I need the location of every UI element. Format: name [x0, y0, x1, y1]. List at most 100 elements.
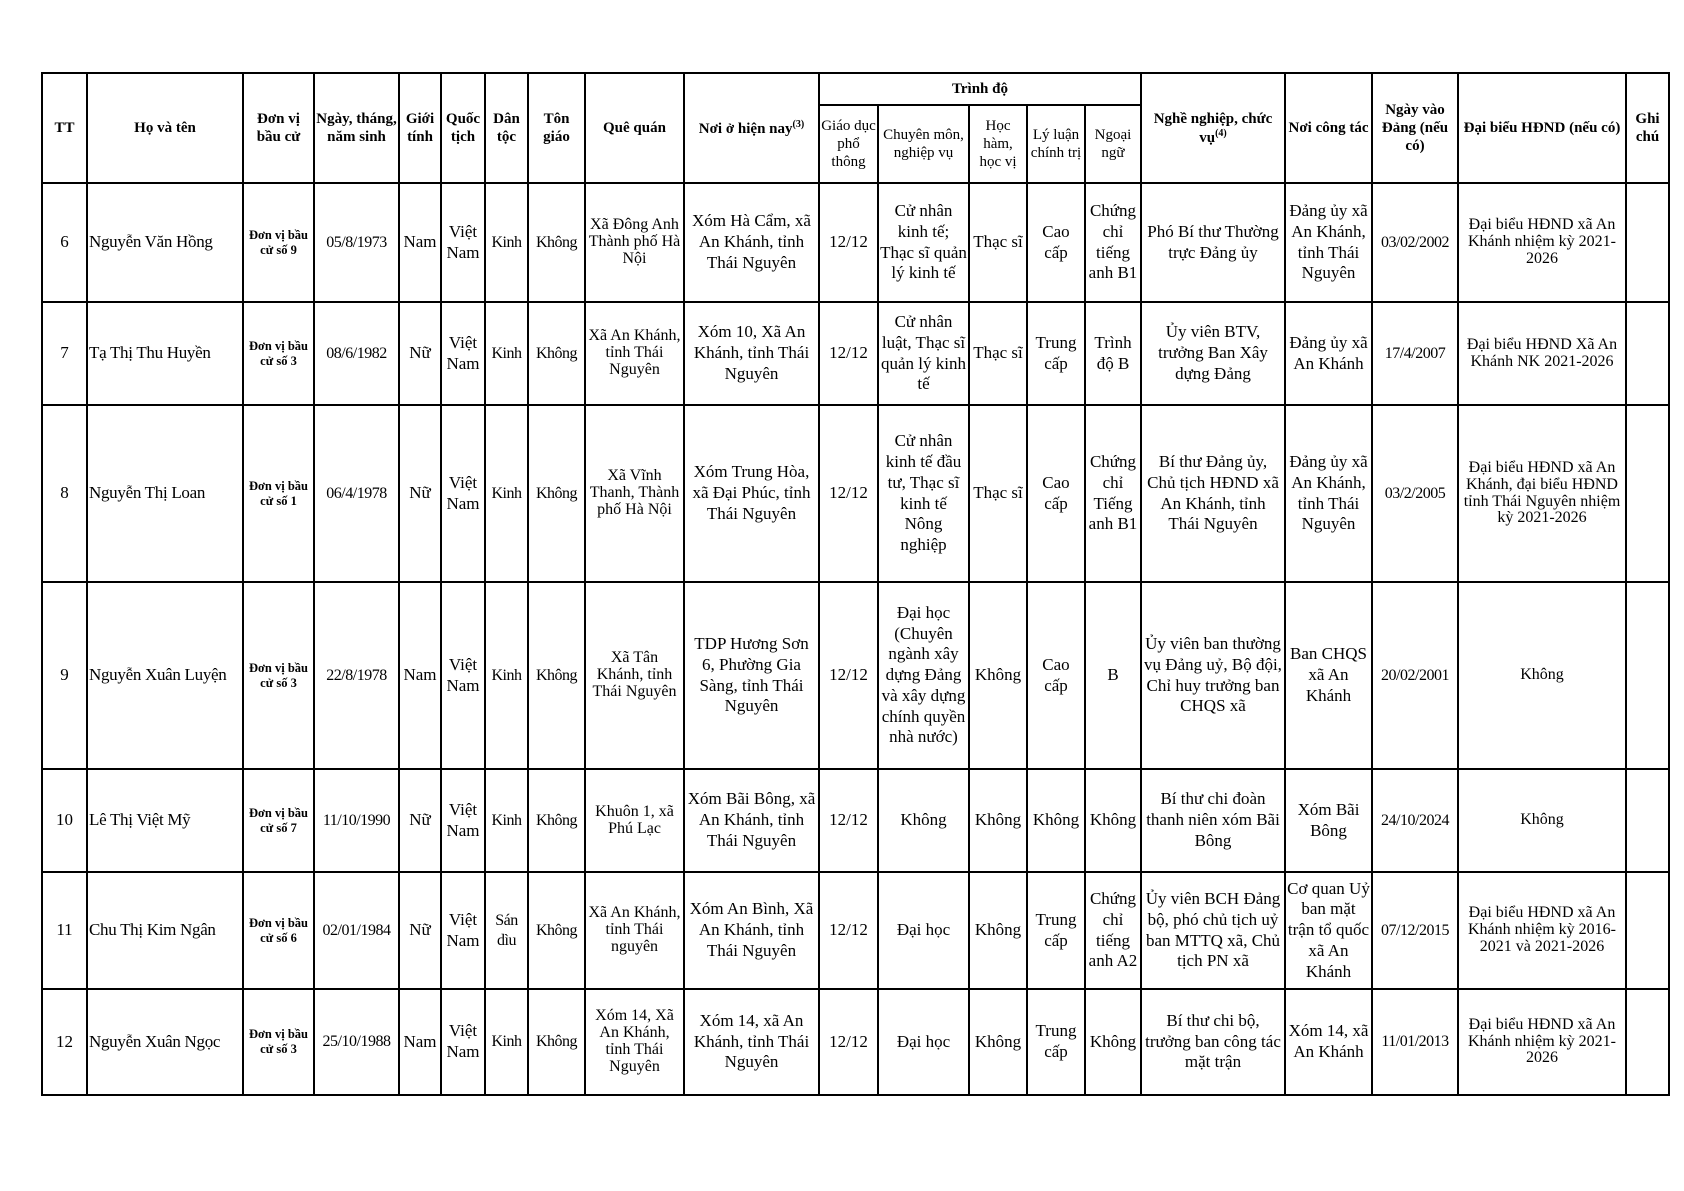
cell-que-quan: Xã Vĩnh Thanh, Thành phố Hà Nội [584, 404, 685, 583]
table-row: 11 Chu Thị Kim Ngân Đơn vị bầu cử số 6 02/0… [41, 871, 1670, 990]
header-ho-ten: Họ và tên [86, 72, 244, 184]
cell-gioi-tinh: Nữ [398, 871, 442, 990]
cell-noi-o: Xóm Trung Hòa, xã Đại Phúc, tỉnh Thái Ng… [683, 404, 820, 583]
cell-ghi-chu [1625, 871, 1670, 990]
cell-tt: 10 [41, 768, 88, 873]
cell-quoc-tich: Việt Nam [440, 404, 486, 583]
cell-dan-toc: Kinh [484, 988, 529, 1096]
cell-ngay-sinh: 22/8/1978 [313, 581, 400, 770]
cell-gioi-tinh: Nữ [398, 404, 442, 583]
cell-dan-toc: Sán dìu [484, 871, 529, 990]
cell-ngoai-ngu: Chứng chỉ tiếng anh A2 [1084, 871, 1142, 990]
cell-ho-ten: Nguyễn Văn Hồng [86, 182, 244, 303]
cell-gioi-tinh: Nam [398, 581, 442, 770]
cell-dai-bieu: Đại biểu HĐND xã An Khánh, đại biểu HĐND… [1457, 404, 1627, 583]
table-row: 7 Tạ Thị Thu Huyền Đơn vị bầu cử số 3 08/6/… [41, 301, 1670, 406]
cell-ho-ten: Nguyễn Xuân Luyện [86, 581, 244, 770]
cell-quoc-tich: Việt Nam [440, 182, 486, 303]
cell-ghi-chu [1625, 768, 1670, 873]
cell-ngay-vao-dang: 20/02/2001 [1371, 581, 1459, 770]
header-que-quan: Quê quán [584, 72, 685, 184]
cell-quoc-tich: Việt Nam [440, 301, 486, 406]
header-ton-giao: Tôn giáo [527, 72, 586, 184]
header-ghi-chu: Ghi chú [1625, 72, 1670, 184]
cell-tt: 9 [41, 581, 88, 770]
cell-que-quan: Xã An Khánh, tỉnh Thái nguyên [584, 871, 685, 990]
cell-ghi-chu [1625, 988, 1670, 1096]
cell-ghi-chu [1625, 404, 1670, 583]
table-row: 6 Nguyễn Văn Hồng Đơn vị bầu cử số 9 05/8/1… [41, 182, 1670, 303]
header-hoc-ham: Học hàm, học vị [968, 104, 1028, 184]
cell-gioi-tinh: Nam [398, 182, 442, 303]
header-trinh-do: Trình độ [818, 72, 1142, 106]
cell-ngay-sinh: 11/10/1990 [313, 768, 400, 873]
cell-gioi-tinh: Nữ [398, 301, 442, 406]
cell-ho-ten: Nguyễn Thị Loan [86, 404, 244, 583]
cell-dai-bieu: Không [1457, 581, 1627, 770]
header-giao-duc: Giáo dục phổ thông [818, 104, 879, 184]
cell-tt: 6 [41, 182, 88, 303]
cell-chuyen-mon: Đại học [877, 988, 970, 1096]
cell-quoc-tich: Việt Nam [440, 581, 486, 770]
cell-dai-bieu: Đại biểu HĐND Xã An Khánh NK 2021-2026 [1457, 301, 1627, 406]
cell-ngay-vao-dang: 03/2/2005 [1371, 404, 1459, 583]
cell-hoc-ham: Không [968, 768, 1028, 873]
cell-don-vi: Đơn vị bầu cử số 6 [242, 871, 315, 990]
cell-ly-luan: Cao cấp [1026, 404, 1086, 583]
cell-ly-luan: Cao cấp [1026, 182, 1086, 303]
cell-dan-toc: Kinh [484, 768, 529, 873]
cell-giao-duc: 12/12 [818, 581, 879, 770]
cell-ngay-sinh: 25/10/1988 [313, 988, 400, 1096]
cell-noi-o: Xóm An Bình, Xã An Khánh, tỉnh Thái Nguy… [683, 871, 820, 990]
cell-chuyen-mon: Đại học [877, 871, 970, 990]
header-noi-o-label: Nơi ở hiện nay [698, 120, 793, 137]
cell-nghe-nghiep: Ủy viên BCH Đảng bộ, phó chủ tịch uỷ ban… [1140, 871, 1286, 990]
cell-ton-giao: Không [527, 301, 586, 406]
cell-don-vi: Đơn vị bầu cử số 9 [242, 182, 315, 303]
header-gioi-tinh: Giới tính [398, 72, 442, 184]
footnote-4: (4) [1215, 127, 1227, 139]
cell-que-quan: Khuôn 1, xã Phú Lạc [584, 768, 685, 873]
table-header: TT Họ và tên Đơn vị bầu cử Ngày, tháng, … [41, 72, 1670, 184]
cell-tt: 12 [41, 988, 88, 1096]
cell-chuyen-mon: Đại học (Chuyên ngành xây dựng Đảng và x… [877, 581, 970, 770]
table-body: 6 Nguyễn Văn Hồng Đơn vị bầu cử số 9 05/8/1… [41, 182, 1670, 1096]
header-dan-toc: Dân tộc [484, 72, 529, 184]
cell-que-quan: Xóm 14, Xã An Khánh, tỉnh Thái Nguyên [584, 988, 685, 1096]
cell-gioi-tinh: Nữ [398, 768, 442, 873]
cell-hoc-ham: Không [968, 871, 1028, 990]
cell-ngoai-ngu: B [1084, 581, 1142, 770]
header-nghe-nghiep: Nghề nghiệp, chức vụ(4) [1140, 72, 1286, 184]
cell-giao-duc: 12/12 [818, 871, 879, 990]
cell-ngay-vao-dang: 03/02/2002 [1371, 182, 1459, 303]
cell-gioi-tinh: Nam [398, 988, 442, 1096]
cell-noi-cong-tac: Đảng ủy xã An Khánh, tỉnh Thái Nguyên [1284, 182, 1373, 303]
cell-noi-o: Xóm 10, Xã An Khánh, tỉnh Thái Nguyên [683, 301, 820, 406]
cell-dan-toc: Kinh [484, 301, 529, 406]
cell-hoc-ham: Không [968, 988, 1028, 1096]
cell-quoc-tich: Việt Nam [440, 871, 486, 990]
cell-ly-luan: Trung cấp [1026, 301, 1086, 406]
cell-ly-luan: Trung cấp [1026, 871, 1086, 990]
cell-noi-cong-tac: Đảng ủy xã An Khánh [1284, 301, 1373, 406]
cell-dan-toc: Kinh [484, 404, 529, 583]
cell-ton-giao: Không [527, 404, 586, 583]
table-row: 12 Nguyễn Xuân Ngọc Đơn vị bầu cử số 3 25/1… [41, 988, 1670, 1096]
cell-ngoai-ngu: Chứng chỉ tiếng anh B1 [1084, 182, 1142, 303]
cell-ho-ten: Tạ Thị Thu Huyền [86, 301, 244, 406]
cell-dai-bieu: Đại biểu HĐND xã An Khánh nhiệm kỳ 2016-… [1457, 871, 1627, 990]
cell-hoc-ham: Thạc sĩ [968, 301, 1028, 406]
header-dai-bieu: Đại biểu HĐND (nếu có) [1457, 72, 1627, 184]
table-row: 10 Lê Thị Việt Mỹ Đơn vị bầu cử số 7 11/10/… [41, 768, 1670, 873]
cell-chuyen-mon: Không [877, 768, 970, 873]
cell-don-vi: Đơn vị bầu cử số 7 [242, 768, 315, 873]
cell-giao-duc: 12/12 [818, 404, 879, 583]
cell-dai-bieu: Đại biểu HĐND xã An Khánh nhiệm kỳ 2021-… [1457, 988, 1627, 1096]
cell-ho-ten: Lê Thị Việt Mỹ [86, 768, 244, 873]
header-noi-cong-tac: Nơi công tác [1284, 72, 1373, 184]
cell-giao-duc: 12/12 [818, 301, 879, 406]
cell-ghi-chu [1625, 581, 1670, 770]
header-tt: TT [41, 72, 88, 184]
cell-ngoai-ngu: Không [1084, 768, 1142, 873]
header-ngay-vao-dang: Ngày vào Đảng (nếu có) [1371, 72, 1459, 184]
